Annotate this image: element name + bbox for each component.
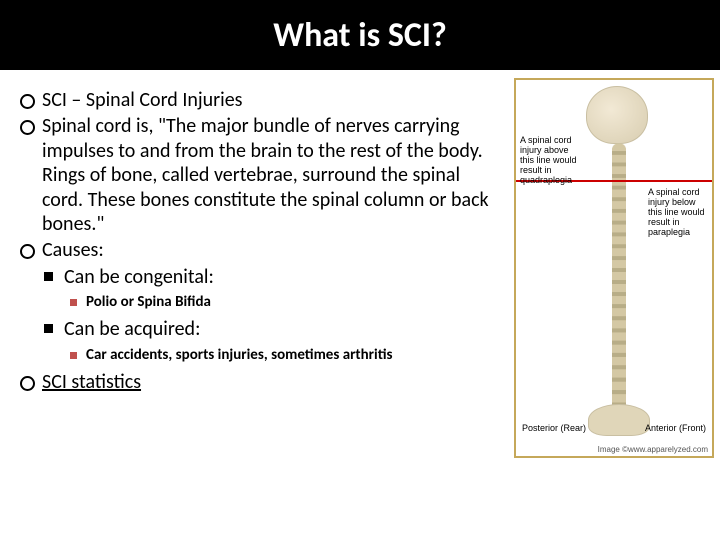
spine-shape	[612, 143, 626, 423]
image-credit: Image ©www.apparelyzed.com	[598, 445, 708, 454]
bullet-text: Can be acquired:	[64, 317, 200, 341]
pelvis-shape	[588, 404, 650, 436]
spine-diagram: A spinal cord injury above this line wou…	[514, 78, 714, 458]
bullet-acquired: Can be acquired: Car accidents, sports i…	[42, 317, 496, 364]
label-quadraplegia: A spinal cord injury above this line wou…	[520, 136, 580, 185]
bullet-statistics-link[interactable]: SCI statistics	[16, 370, 496, 394]
bullet-text: Car accidents, sports injuries, sometime…	[86, 346, 392, 364]
content-area: SCI – Spinal Cord Injuries Spinal cord i…	[0, 70, 720, 407]
skull-shape	[586, 86, 648, 144]
bullet-text: Causes:	[42, 238, 104, 262]
bullet-causes: Causes: Can be congenital: Polio or Spin…	[16, 238, 496, 364]
sub-sub-list: Polio or Spina Bifida	[64, 293, 496, 311]
bullet-list: SCI – Spinal Cord Injuries Spinal cord i…	[16, 88, 496, 395]
bullet-text: Polio or Spina Bifida	[86, 293, 211, 311]
label-paraplegia: A spinal cord injury below this line wou…	[648, 188, 708, 237]
bullet-sci-def: SCI – Spinal Cord Injuries	[16, 88, 496, 112]
bullet-car-accidents: Car accidents, sports injuries, sometime…	[64, 346, 496, 364]
bullet-spinal-desc: Spinal cord is, "The major bundle of ner…	[16, 114, 496, 236]
sub-list: Can be congenital: Polio or Spina Bifida…	[42, 265, 496, 364]
bullet-text: Spinal cord is, "The major bundle of ner…	[42, 114, 489, 236]
label-posterior: Posterior (Rear)	[522, 424, 586, 434]
slide-title: What is SCI?	[273, 15, 447, 56]
bullet-polio: Polio or Spina Bifida	[64, 293, 496, 311]
bullet-text: SCI – Spinal Cord Injuries	[42, 88, 243, 112]
text-column: SCI – Spinal Cord Injuries Spinal cord i…	[16, 88, 496, 397]
label-anterior: Anterior (Front)	[645, 424, 706, 434]
figure-column: A spinal cord injury above this line wou…	[514, 78, 714, 458]
link-text[interactable]: SCI statistics	[42, 370, 141, 394]
sub-sub-list: Car accidents, sports injuries, sometime…	[64, 346, 496, 364]
bullet-text: Can be congenital:	[64, 265, 214, 289]
title-bar: What is SCI?	[0, 0, 720, 70]
bullet-congenital: Can be congenital: Polio or Spina Bifida	[42, 265, 496, 312]
